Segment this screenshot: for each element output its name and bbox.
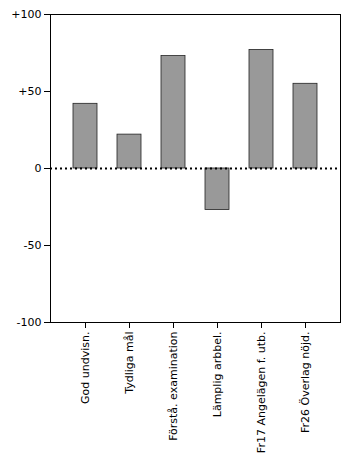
svg-text:-100: -100 — [17, 316, 42, 329]
svg-text:Tydliga mål: Tydliga mål — [123, 332, 136, 395]
svg-text:+50: +50 — [18, 85, 41, 98]
svg-text:+100: +100 — [11, 8, 41, 21]
svg-text:0: 0 — [35, 162, 42, 175]
svg-text:Förstå. examination: Förstå. examination — [167, 331, 180, 440]
svg-text:-50: -50 — [24, 239, 42, 252]
svg-text:Lämplig arbbel.: Lämplig arbbel. — [211, 332, 224, 418]
svg-text:Fr26 Överlag nöjd.: Fr26 Överlag nöjd. — [299, 332, 312, 434]
svg-text:God undvisn.: God undvisn. — [79, 332, 92, 404]
svg-text:Fr17 Angelägen f. utb.: Fr17 Angelägen f. utb. — [255, 332, 268, 454]
